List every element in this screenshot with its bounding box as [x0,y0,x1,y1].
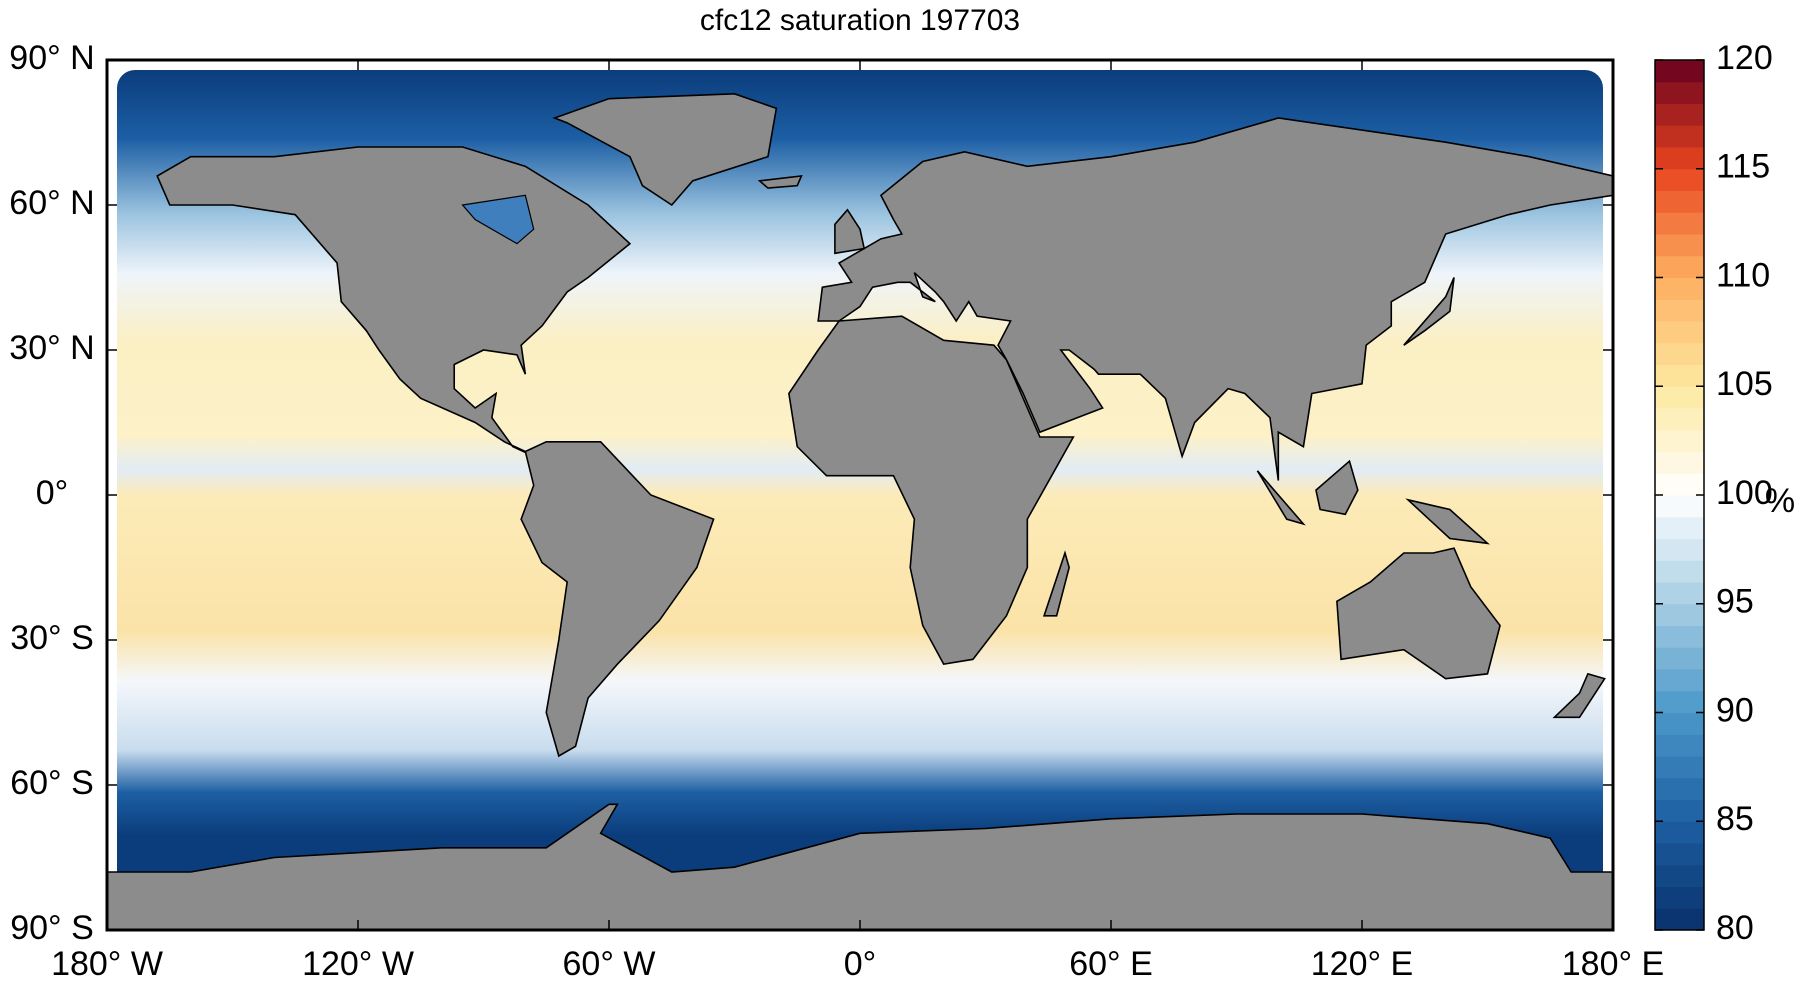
colorbar-band [1655,234,1704,257]
colorbar [1655,60,1704,931]
colorbar-band [1655,277,1704,300]
colorbar-band [1655,299,1704,322]
colorbar-band [1655,451,1704,474]
colorbar-band [1655,647,1704,670]
x-tick-label: 180° E [1562,945,1664,983]
y-tick-label: 90° S [10,909,94,947]
colorbar-tick-label: 100 [1716,474,1773,512]
x-tick-label: 60° W [563,945,656,983]
x-tick-label: 120° E [1311,945,1413,983]
antarctica [107,804,1613,930]
africa [789,316,1073,664]
colorbar-band [1655,408,1704,431]
x-tick-label: 180° W [51,945,163,983]
colorbar-label: % [1765,482,1795,520]
colorbar-band [1655,603,1704,626]
colorbar-band [1655,60,1704,83]
y-tick-label: 0° [36,474,69,512]
colorbar-band [1655,669,1704,692]
borneo [1316,461,1358,514]
australia [1337,548,1500,678]
colorbar-band [1655,712,1704,735]
iceland [760,176,802,188]
hudson-bay [463,195,534,243]
colorbar-band [1655,147,1704,170]
colorbar-tick-label: 95 [1716,583,1754,621]
colorbar-tick-label: 105 [1716,365,1773,403]
sumatra [1257,471,1303,524]
colorbar-band [1655,777,1704,800]
y-tick-label: 30° N [9,329,94,367]
colorbar-band [1655,886,1704,909]
colorbar-band [1655,843,1704,866]
colorbar-band [1655,212,1704,235]
colorbar-band [1655,386,1704,409]
south-america [521,442,713,756]
colorbar-band [1655,734,1704,757]
colorbar-band [1655,538,1704,561]
greenland [555,94,777,205]
colorbar-tick-label: 90 [1716,691,1754,729]
colorbar-band [1655,342,1704,365]
colorbar-band [1655,864,1704,887]
colorbar-band [1655,168,1704,191]
new-zealand [1554,674,1604,717]
colorbar-band [1655,690,1704,713]
colorbar-band [1655,799,1704,822]
colorbar-band [1655,190,1704,213]
colorbar-band [1655,625,1704,648]
colorbar-tick-label: 110 [1716,256,1770,294]
colorbar-band [1655,81,1704,104]
y-tick-label: 30° S [10,619,94,657]
y-tick-label: 60° S [10,764,94,802]
x-tick-label: 120° W [302,945,414,983]
y-tick-label: 90° N [9,39,94,77]
colorbar-band [1655,821,1704,844]
colorbar-band [1655,582,1704,605]
map-area [107,60,1613,930]
colorbar-band [1655,516,1704,539]
y-tick-label: 60° N [9,184,94,222]
colorbar-band [1655,429,1704,452]
colorbar-band [1655,255,1704,278]
colorbar-tick-label: 85 [1716,800,1754,838]
new-guinea [1408,500,1487,543]
x-tick-label: 60° E [1069,945,1153,983]
japan [1404,278,1454,346]
colorbar-band [1655,364,1704,387]
colorbar-band [1655,756,1704,779]
eurasia [818,118,1613,480]
land-masses [107,94,1613,930]
chart-title: cfc12 saturation 197703 [700,4,1020,37]
colorbar-band [1655,103,1704,126]
colorbar-band [1655,495,1704,518]
colorbar-band [1655,125,1704,148]
colorbar-band [1655,560,1704,583]
colorbar-tick-label: 120 [1716,39,1773,77]
colorbar-band [1655,321,1704,344]
colorbar-band [1655,908,1704,931]
x-tick-label: 0° [844,945,877,983]
madagascar [1044,553,1069,616]
colorbar-band [1655,473,1704,496]
britain [835,210,864,253]
colorbar-tick-label: 80 [1716,909,1754,947]
colorbar-tick-label: 115 [1716,148,1770,186]
